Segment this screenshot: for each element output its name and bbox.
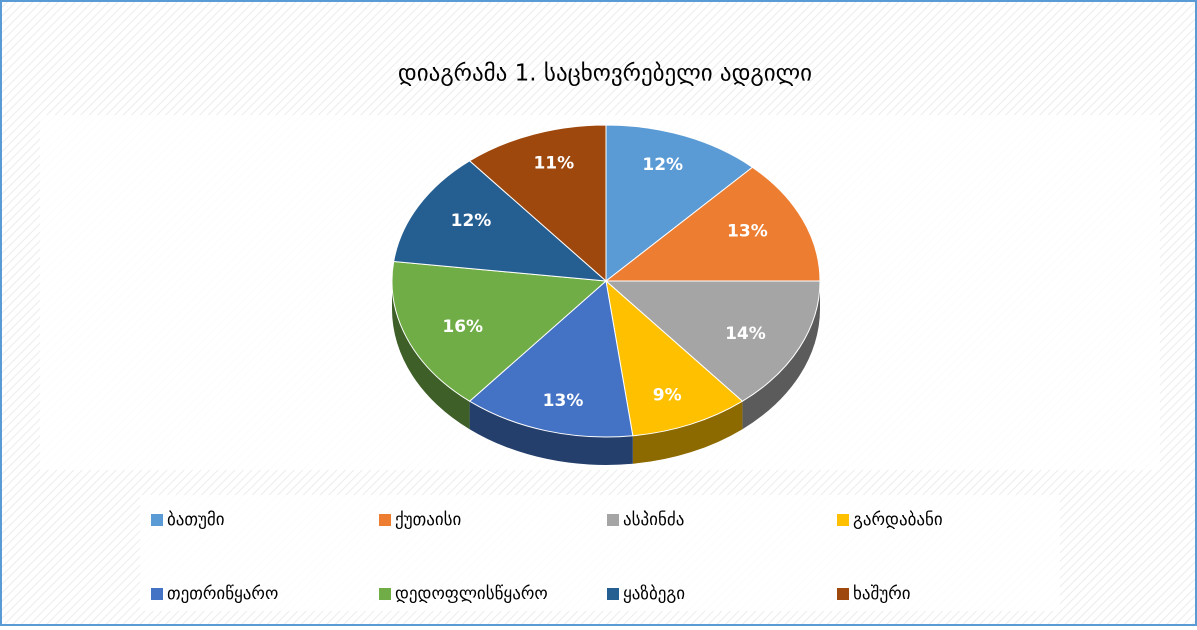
legend-swatch (151, 588, 163, 600)
pie-slice (605, 124, 754, 283)
data-label: 14% (725, 324, 766, 344)
pie-slice (391, 260, 608, 402)
data-label: 12% (451, 211, 492, 231)
data-label: 11% (533, 154, 574, 174)
legend-label: გარდაბანი (853, 510, 943, 530)
legend-swatch (607, 588, 619, 600)
pie-slice (393, 160, 608, 282)
legend-label: ხაშური (853, 584, 911, 604)
slice-side (469, 401, 633, 465)
slice-side (632, 401, 743, 464)
legend-swatch (379, 514, 391, 526)
data-label: 16% (442, 317, 483, 337)
legend-label: ბათუმი (167, 510, 225, 530)
legend-swatch (837, 514, 849, 526)
legend-swatch (151, 514, 163, 526)
pie-slice (468, 280, 634, 438)
pie-slice (605, 279, 744, 437)
data-label: 13% (543, 391, 584, 411)
legend-label: ყაზბეგი (623, 584, 685, 604)
legend-label: ქუთაისი (395, 510, 461, 530)
pie-slice (468, 124, 607, 283)
chart-title: დიაგრამა 1. საცხოვრებელი ადგილი (398, 61, 812, 87)
pie-slice (604, 166, 821, 282)
legend-swatch (607, 514, 619, 526)
legend-swatch (837, 588, 849, 600)
slice-side (742, 281, 820, 430)
data-label: 12% (642, 155, 683, 175)
data-label: 13% (727, 221, 768, 241)
data-label: 9% (653, 386, 682, 406)
legend-label: თეთრიწყარო (167, 584, 278, 604)
slice-side (392, 281, 470, 430)
legend-swatch (379, 588, 391, 600)
legend-label: ასპინძა (623, 510, 684, 530)
pie-slice (604, 280, 821, 402)
legend-label: დედოფლისწყარო (395, 584, 548, 604)
legend-area (140, 495, 1060, 611)
